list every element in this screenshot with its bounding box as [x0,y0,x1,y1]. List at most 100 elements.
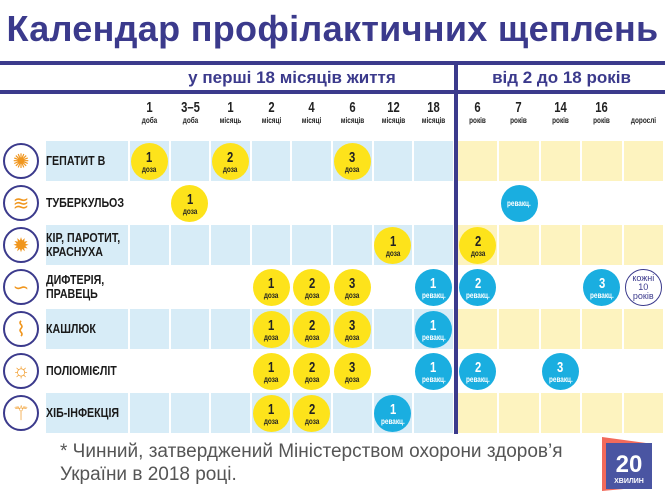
virus-icon: ✺ [3,143,39,179]
dose-badge: 3 доза [333,311,371,348]
grid-cell [458,309,498,349]
badge-label: ревакц. [421,332,446,342]
badge-label: доза [223,164,238,174]
grid-cell [458,393,498,433]
column-header: 3–5 доба [170,100,211,126]
column-header: 4 місяці [291,100,332,126]
dose-badge: 2 доза [293,269,331,306]
dose-badge: 1 доза [130,143,168,180]
grid-cell [211,393,250,433]
grid-cell [130,225,169,265]
svg-text:ХВИЛИН: ХВИЛИН [614,478,644,485]
badge-label: кожні 10 років [632,273,655,301]
badge-number: 1 [267,274,275,292]
column-unit: місяців [381,116,405,125]
row-label: ПОЛІОМІЄЛІТ [46,363,117,378]
column-number: 6 [474,99,481,116]
dose-badge: 1 доза [252,395,290,432]
grid-cell [458,141,498,181]
bacilli-icon: ∽ [3,269,39,305]
dose-badge: 2 доза [212,143,249,180]
grid-cell [623,309,663,349]
badge-label: доза [263,290,279,300]
revaccination-badge: 2 ревакц. [459,269,497,306]
badge-number: 3 [349,358,356,376]
badge-number: 1 [146,148,153,166]
badge-label: доза [142,164,157,174]
column-number: 6 [349,99,356,116]
grid-cell [373,309,413,349]
sun-virus-icon: ☼ [3,353,39,389]
row-stripe-label [46,393,128,433]
badge-label: доза [345,290,360,300]
bacteria-icon: ≋ [3,185,39,221]
grid-cell [499,393,539,433]
badge-number: 2 [474,358,481,376]
rod-bacteria-icon: ⌇ [3,311,39,347]
column-number: 2 [268,99,275,116]
section-child: від 2 до 18 років [492,68,631,87]
revaccination-badge: 2 ревакц. [459,353,497,390]
grid-cell [170,141,210,181]
row-label: ТУБЕРКУЛЬОЗ [46,195,125,210]
column-unit: дорослі [630,116,656,125]
column-number: 14 [554,99,567,116]
grid-cell [292,225,331,265]
column-number: 7 [515,99,523,116]
dose-badge: 2 доза [293,395,331,432]
dose-badge: 3 доза [333,353,371,390]
badge-label: доза [263,332,279,342]
column-header: 7 років [498,100,539,126]
row-label: ДИФТЕРІЯ, ПРАВЕЦЬ [46,272,105,301]
note-badge: кожні 10 років [624,269,662,306]
revaccination-badge: ревакц. [500,185,538,222]
section-infant: у перші 18 місяців життя [188,68,396,87]
badge-label: ревакц. [548,374,573,384]
grid-cell [499,225,539,265]
badge-label: доза [182,206,198,216]
column-unit: місяць [219,116,242,125]
row-label: ГЕПАТИТ В [46,153,106,168]
dose-badge: 1 доза [171,185,209,222]
virus-spiral-icon: ✹ [3,227,39,263]
dose-badge: 3 доза [333,143,371,180]
badge-label: ревакц. [465,374,490,384]
column-unit: місяців [340,116,365,125]
grid-cell [211,225,250,265]
dose-badge: 2 доза [459,227,497,264]
dose-badge: 1 доза [252,353,290,390]
grid-cell [414,141,453,181]
badge-label: ревакц. [421,290,446,300]
row-stripe-label [46,309,128,349]
grid-cell [623,225,663,265]
badge-number: 3 [349,316,356,334]
svg-text:20: 20 [616,451,643,478]
badge-label: доза [304,290,319,300]
badge-label: ревакц. [421,374,446,384]
grid-cell [499,309,539,349]
grid-cell [170,225,210,265]
column-number: 4 [308,99,316,116]
badge-label: доза [345,374,360,384]
grid-cell [499,141,539,181]
badge-label: ревакц. [465,290,490,300]
badge-number: 2 [474,232,481,250]
grid-cell [333,225,372,265]
badge-number: 1 [267,316,275,334]
column-header: 6 місяців [332,100,373,126]
column-number: 1 [146,99,153,116]
badge-number: 2 [308,400,315,418]
revaccination-badge: 1 ревакц. [415,269,452,306]
column-header: 6 років [457,100,498,126]
badge-number: 1 [186,190,194,208]
row-label: КІР, ПАРОТИТ, КРАСНУХА [46,230,121,259]
badge-label: доза [304,332,319,342]
badge-number: 1 [430,358,437,376]
age-divider [454,63,458,434]
column-number: 3–5 [180,99,200,116]
badge-label: доза [385,248,401,258]
row-label: ХІБ-ІНФЕКЦІЯ [46,405,120,420]
column-header: 12 місяців [373,100,414,126]
grid-cell [251,141,291,181]
badge-label: ревакц. [380,416,405,426]
